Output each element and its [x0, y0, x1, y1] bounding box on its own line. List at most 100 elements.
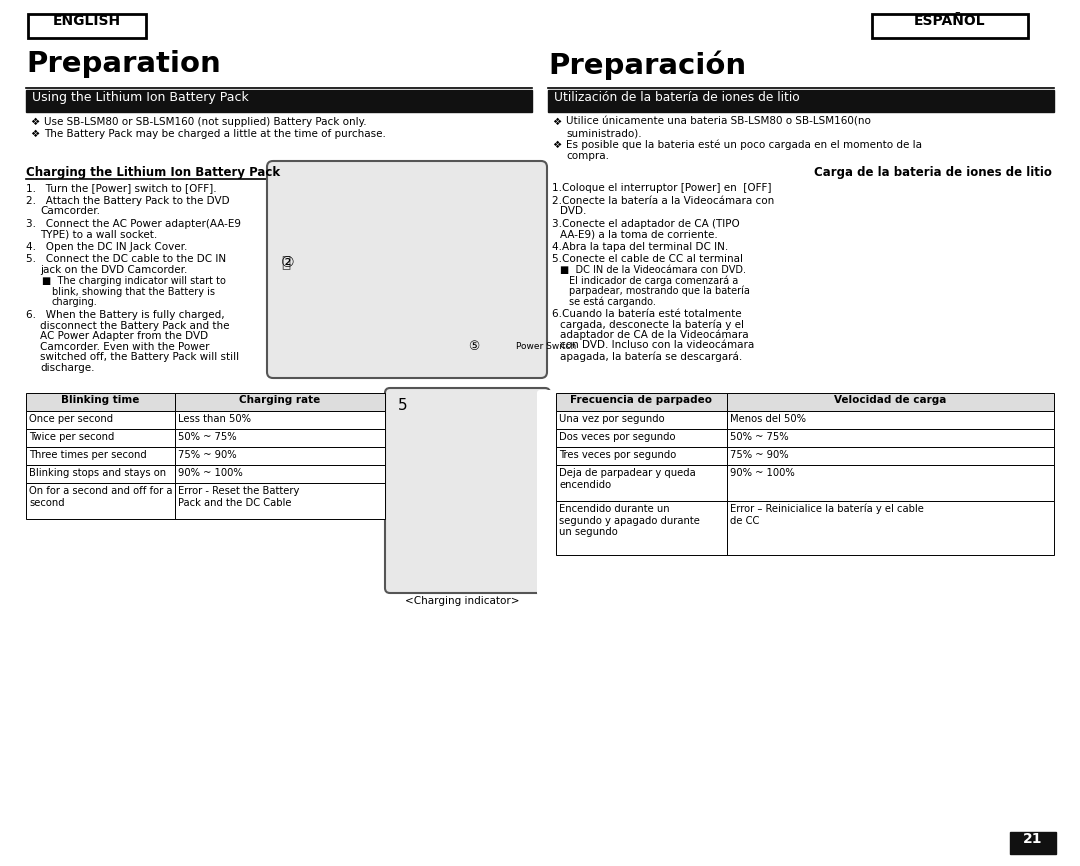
Bar — [556, 429, 727, 447]
Text: 50% ~ 75%: 50% ~ 75% — [178, 432, 237, 442]
Text: ❖: ❖ — [552, 117, 562, 127]
Text: ❖: ❖ — [30, 117, 39, 127]
Text: ❖: ❖ — [30, 129, 39, 139]
Bar — [26, 483, 175, 519]
Text: <Charging indicator>: <Charging indicator> — [405, 596, 519, 606]
Text: Dos veces por segundo: Dos veces por segundo — [559, 432, 675, 442]
FancyBboxPatch shape — [267, 161, 546, 378]
Bar — [556, 411, 727, 429]
Text: ⑤: ⑤ — [468, 340, 480, 353]
Text: Carga de la bateria de iones de litio: Carga de la bateria de iones de litio — [814, 166, 1052, 179]
Text: con DVD. Incluso con la videocámara: con DVD. Incluso con la videocámara — [561, 340, 754, 351]
Bar — [1010, 832, 1056, 854]
Text: ❖: ❖ — [552, 140, 562, 150]
Bar — [28, 14, 146, 38]
Bar — [175, 465, 384, 483]
Bar — [175, 393, 384, 411]
Text: 75% ~ 90%: 75% ~ 90% — [178, 450, 237, 460]
Text: 6.   When the Battery is fully charged,: 6. When the Battery is fully charged, — [26, 310, 225, 320]
FancyBboxPatch shape — [537, 390, 553, 596]
Text: Deja de parpadear y queda
encendido: Deja de parpadear y queda encendido — [559, 468, 696, 489]
Text: Power Switch: Power Switch — [516, 342, 577, 351]
Text: apagada, la batería se descargará.: apagada, la batería se descargará. — [561, 351, 742, 361]
Bar — [556, 465, 727, 501]
Text: adaptador de CA de la Videocámara: adaptador de CA de la Videocámara — [561, 330, 748, 340]
Text: Error – Reinicialice la batería y el cable
de CC: Error – Reinicialice la batería y el cab… — [730, 504, 923, 527]
Text: Frecuencia de parpadeo: Frecuencia de parpadeo — [570, 395, 712, 405]
Text: 5: 5 — [399, 398, 407, 413]
Text: Velocidad de carga: Velocidad de carga — [834, 395, 946, 405]
Text: 4.Abra la tapa del terminal DC IN.: 4.Abra la tapa del terminal DC IN. — [552, 242, 728, 252]
Bar — [727, 411, 1054, 429]
Text: Utilice únicamente una bateria SB-LSM80 o SB-LSM160(no: Utilice únicamente una bateria SB-LSM80 … — [566, 117, 870, 127]
Bar — [26, 429, 175, 447]
Text: parpadear, mostrando que la batería: parpadear, mostrando que la batería — [569, 286, 750, 296]
Text: jack on the DVD Camcorder.: jack on the DVD Camcorder. — [40, 265, 187, 275]
Bar — [26, 393, 175, 411]
Text: Utilización de la batería de iones de litio: Utilización de la batería de iones de li… — [554, 91, 800, 104]
Text: The Battery Pack may be charged a little at the time of purchase.: The Battery Pack may be charged a little… — [44, 129, 386, 139]
Text: Blinking time: Blinking time — [60, 395, 139, 405]
Text: cargada, desconecte la batería y el: cargada, desconecte la batería y el — [561, 320, 744, 330]
Text: Three times per second: Three times per second — [29, 450, 147, 460]
Text: Camcorder.: Camcorder. — [40, 206, 100, 216]
Text: Use SB-LSM80 or SB-LSM160 (not supplied) Battery Pack only.: Use SB-LSM80 or SB-LSM160 (not supplied)… — [44, 117, 366, 127]
Text: 90% ~ 100%: 90% ~ 100% — [730, 468, 795, 478]
Text: Camcorder. Even with the Power: Camcorder. Even with the Power — [40, 341, 210, 352]
Text: DVD.: DVD. — [561, 206, 586, 216]
Text: blink, showing that the Battery is: blink, showing that the Battery is — [52, 287, 215, 297]
Bar — [727, 429, 1054, 447]
Bar — [26, 90, 532, 112]
Text: Charging the Lithium Ion Battery Pack: Charging the Lithium Ion Battery Pack — [26, 166, 280, 179]
Text: 4.   Open the DC IN Jack Cover.: 4. Open the DC IN Jack Cover. — [26, 242, 187, 252]
Text: 3.   Connect the AC Power adapter(AA-E9: 3. Connect the AC Power adapter(AA-E9 — [26, 219, 241, 229]
Text: Error - Reset the Battery
Pack and the DC Cable: Error - Reset the Battery Pack and the D… — [178, 486, 299, 507]
Text: suministrado).: suministrado). — [566, 128, 642, 138]
Text: charging.: charging. — [52, 297, 98, 307]
Bar — [26, 465, 175, 483]
Text: 2.   Attach the Battery Pack to the DVD: 2. Attach the Battery Pack to the DVD — [26, 196, 230, 205]
Text: Una vez por segundo: Una vez por segundo — [559, 414, 664, 424]
Text: Preparation: Preparation — [26, 50, 220, 78]
Text: Twice per second: Twice per second — [29, 432, 114, 442]
Text: switched off, the Battery Pack will still: switched off, the Battery Pack will stil… — [40, 352, 239, 362]
Text: compra.: compra. — [566, 151, 609, 161]
Text: Encendido durante un
segundo y apagado durante
un segundo: Encendido durante un segundo y apagado d… — [559, 504, 700, 537]
Text: 1.Coloque el interruptor [Power] en  [OFF]: 1.Coloque el interruptor [Power] en [OFF… — [552, 183, 771, 193]
Text: AA-E9) a la toma de corriente.: AA-E9) a la toma de corriente. — [561, 229, 718, 239]
Text: AC Power Adapter from the DVD: AC Power Adapter from the DVD — [40, 331, 208, 341]
Bar — [556, 393, 727, 411]
Text: 3.Conecte el adaptador de CA (TIPO: 3.Conecte el adaptador de CA (TIPO — [552, 219, 740, 229]
Bar — [872, 14, 1028, 38]
Text: Blinking stops and stays on: Blinking stops and stays on — [29, 468, 166, 478]
Text: discharge.: discharge. — [40, 363, 95, 372]
Text: Es posible que la bateria esté un poco cargada en el momento de la: Es posible que la bateria esté un poco c… — [566, 140, 922, 151]
Text: 6.Cuando la batería esté totalmente: 6.Cuando la batería esté totalmente — [552, 309, 742, 319]
FancyBboxPatch shape — [384, 388, 550, 593]
Text: 5.Conecte el cable de CC al terminal: 5.Conecte el cable de CC al terminal — [552, 255, 743, 264]
Text: Once per second: Once per second — [29, 414, 113, 424]
Text: 5.   Connect the DC cable to the DC IN: 5. Connect the DC cable to the DC IN — [26, 255, 226, 264]
Text: Preparación: Preparación — [548, 50, 746, 80]
Text: 2.Conecte la batería a la Videocámara con: 2.Conecte la batería a la Videocámara co… — [552, 196, 774, 205]
Text: Menos del 50%: Menos del 50% — [730, 414, 806, 424]
Text: Using the Lithium Ion Battery Pack: Using the Lithium Ion Battery Pack — [32, 91, 248, 104]
Text: 75% ~ 90%: 75% ~ 90% — [730, 450, 788, 460]
Bar — [556, 501, 727, 555]
Text: 1.   Turn the [Power] switch to [OFF].: 1. Turn the [Power] switch to [OFF]. — [26, 183, 217, 193]
Text: disconnect the Battery Pack and the: disconnect the Battery Pack and the — [40, 320, 229, 331]
Bar — [175, 483, 384, 519]
Text: ESPAÑOL: ESPAÑOL — [914, 14, 986, 28]
Text: On for a second and off for a
second: On for a second and off for a second — [29, 486, 173, 507]
Text: TYPE) to a wall socket.: TYPE) to a wall socket. — [40, 229, 158, 239]
Text: ■  The charging indicator will start to: ■ The charging indicator will start to — [42, 276, 226, 287]
Text: Less than 50%: Less than 50% — [178, 414, 251, 424]
Text: se está cargando.: se está cargando. — [569, 296, 656, 307]
Text: 90% ~ 100%: 90% ~ 100% — [178, 468, 243, 478]
Text: Ⓐ: Ⓐ — [281, 255, 291, 270]
Bar — [727, 465, 1054, 501]
Bar — [175, 411, 384, 429]
Bar — [548, 90, 1054, 112]
Text: ②: ② — [281, 255, 295, 270]
Text: ENGLISH: ENGLISH — [53, 14, 121, 28]
